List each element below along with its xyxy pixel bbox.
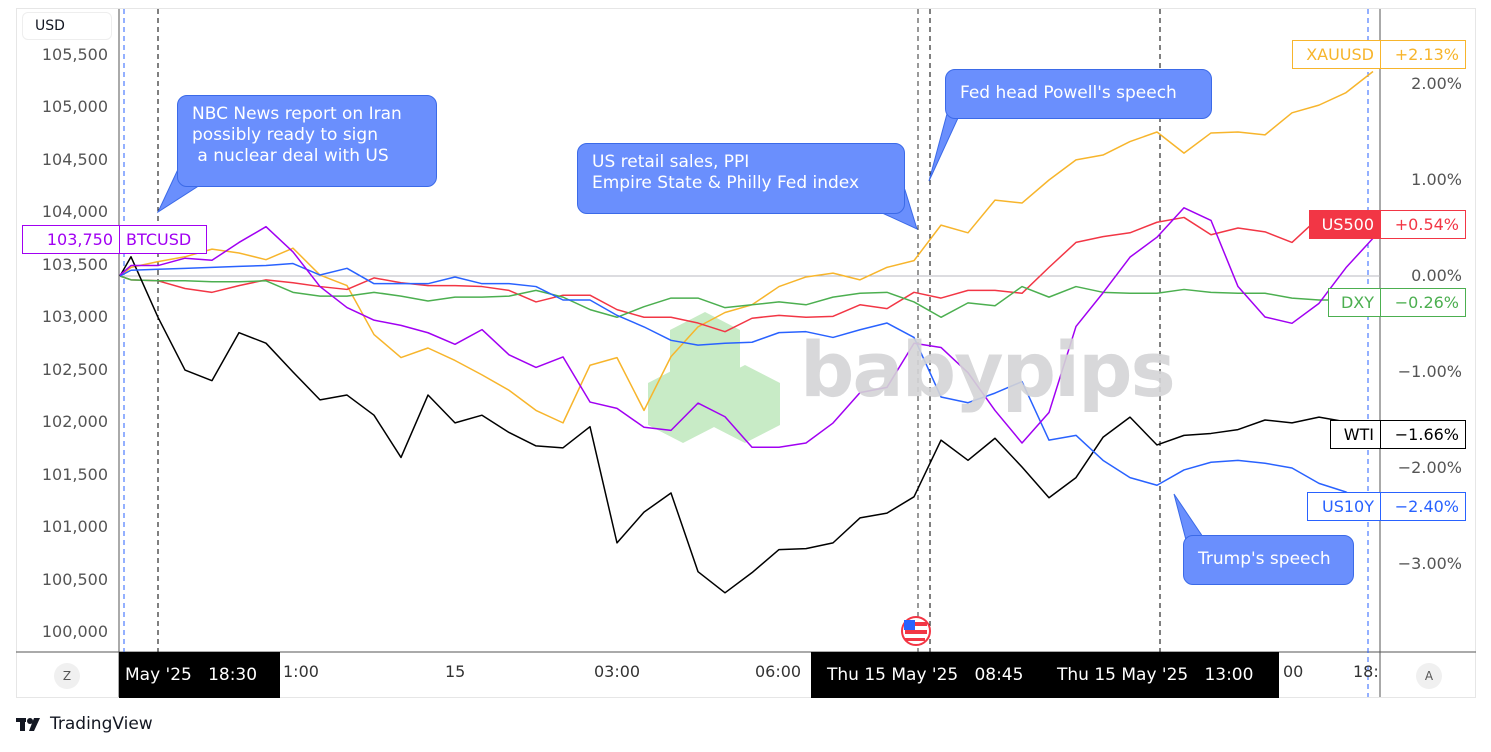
auto-scale-button[interactable]: A [1416,663,1442,689]
percent-tick-label: −3.00% [1397,554,1462,573]
dxy-series-label: DXY [1328,288,1381,317]
us-flag-event-icon[interactable] [901,616,931,646]
series-line-wti[interactable] [119,256,1374,594]
zoom-reset-button[interactable]: Z [54,663,80,689]
currency-selector[interactable]: USD [22,12,112,40]
price-tick-label: 105,000 [41,97,108,116]
series-line-xauusd[interactable] [119,70,1374,424]
us500-series-label: US500 [1309,210,1381,239]
tradingview-brand-text: TradingView [50,714,153,734]
callout-powell-speech[interactable]: Fed head Powell's speech [945,69,1212,119]
series-line-dxy[interactable] [119,275,1374,319]
time-tick-label: 1:00 [283,662,319,681]
price-tick-label: 103,000 [41,307,108,326]
us10y-change-label: −2.40% [1380,492,1466,521]
dxy-change-label: −0.26% [1380,288,1466,317]
callout-tail-powell [928,109,959,182]
xauusd-change-label: +2.13% [1380,40,1466,69]
time-tick-label: 15 [445,662,466,681]
callout-trump-speech[interactable]: Trump's speech [1183,535,1354,585]
price-tick-label: 102,500 [41,359,108,379]
price-tick-label: 105,500 [41,44,108,64]
percent-tick-label: 0.00% [1411,266,1462,285]
xauusd-series-label: XAUUSD [1292,40,1381,69]
us10y-series-label: US10Y [1307,492,1381,521]
tradingview-logo-icon [16,718,40,731]
price-tick-label: 100,000 [41,622,108,641]
price-tick-label: 104,000 [41,202,108,221]
time-tick-label: 18: [1353,662,1379,681]
price-tick-label: 102,000 [41,412,108,431]
chart-frame [16,8,1476,698]
crosshair-time-label-1830: May '25 18:30 [119,652,280,698]
watermark-logo-cubes [648,312,780,443]
btc-series-label: BTCUSD [119,225,207,254]
percent-tick-label: 2.00% [1411,74,1462,93]
tradingview-logo[interactable]: TradingView [16,714,153,734]
price-tick-label: 103,500 [41,254,108,274]
percent-tick-label: −2.00% [1397,458,1462,477]
series-line-us10y[interactable] [119,262,1374,508]
percent-tick-label: −1.00% [1397,362,1462,381]
watermark-text: babypips [800,325,1176,414]
btc-price-label: 103,750 [22,225,120,254]
series-layer [119,70,1374,594]
callout-us-retail-sales[interactable]: US retail sales, PPI Empire State & Phil… [577,143,905,214]
callout-nbc-iran[interactable]: NBC News report on Iran possibly ready t… [177,95,437,187]
crosshair-time-label-1300: Thu 15 May '25 13:00 [1045,652,1279,698]
us500-change-label: +0.54% [1380,210,1466,239]
time-tick-label: 00 [1283,662,1304,681]
series-line-btcusd[interactable] [119,207,1374,448]
price-tick-label: 101,000 [41,517,108,536]
wti-change-label: −1.66% [1380,420,1466,449]
time-tick-label: 06:00 [755,662,802,681]
wti-series-label: WTI [1330,420,1381,449]
price-tick-label: 101,500 [41,464,108,484]
crosshair-time-label-0845: Thu 15 May '25 08:45 [811,652,1045,698]
percent-tick-label: 1.00% [1411,170,1462,189]
price-tick-label: 100,500 [41,569,108,589]
time-tick-label: 03:00 [594,662,641,681]
series-line-us500[interactable] [119,216,1374,333]
callout-tail-trump [1173,493,1206,541]
price-tick-label: 104,500 [41,149,108,169]
